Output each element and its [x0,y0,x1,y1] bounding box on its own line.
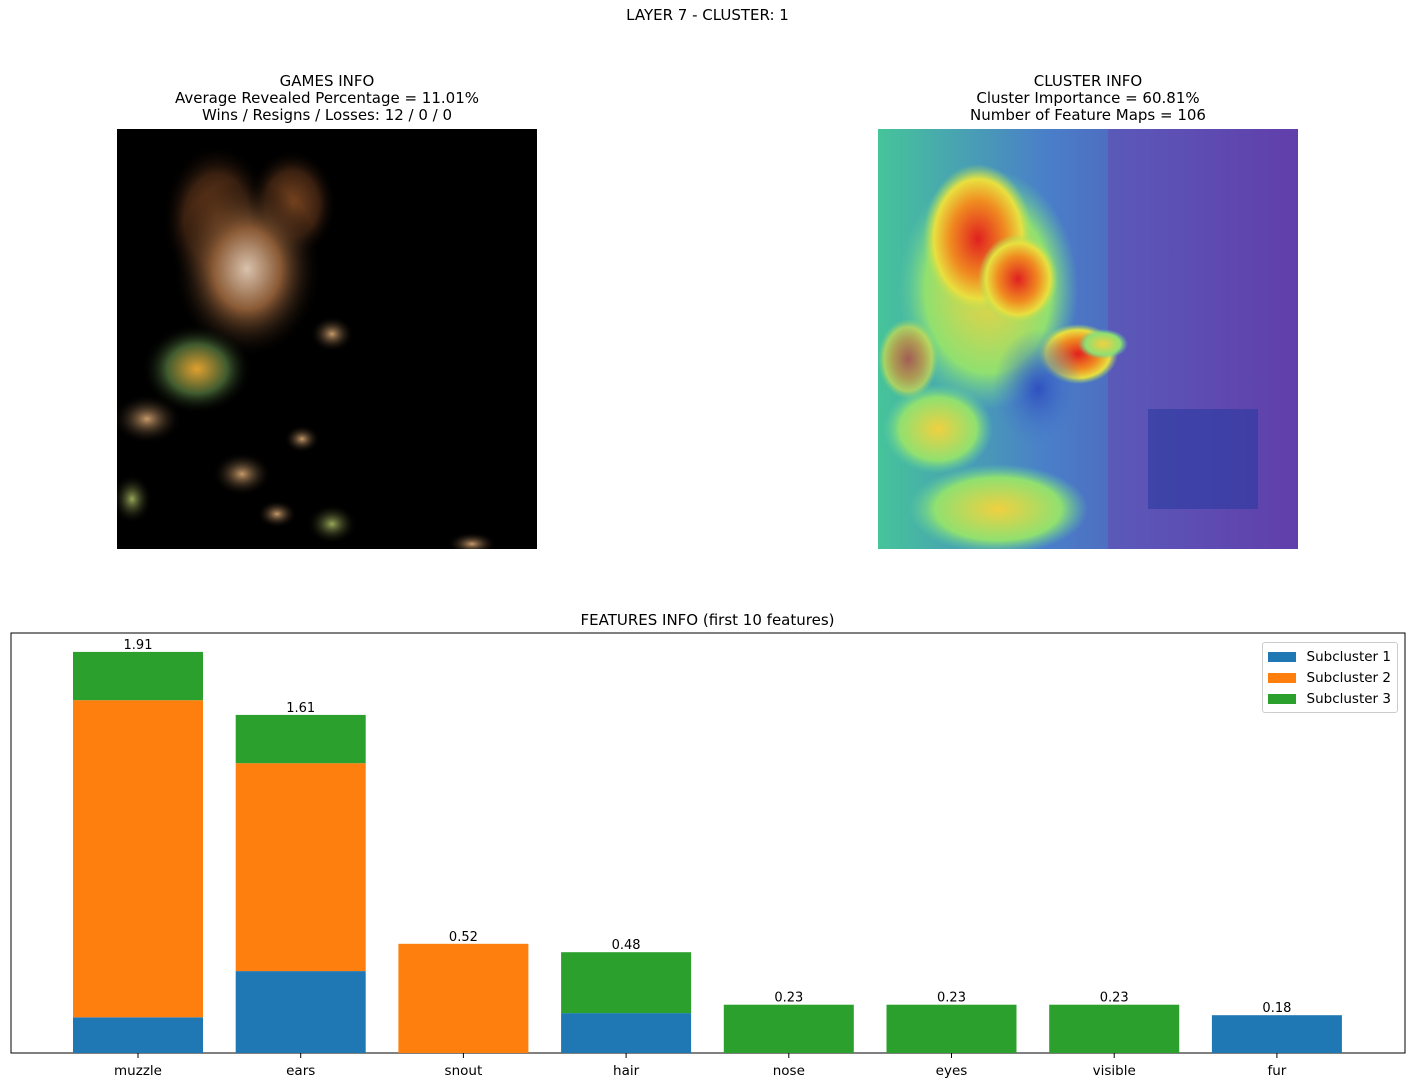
games-info-revealed: Average Revealed Percentage = 11.01% [174,89,479,107]
bar-total-label: 0.48 [612,938,641,953]
bar-total-label: 1.61 [286,701,315,716]
bar-snout-subcluster-2 [398,943,529,1053]
bar-total-label: 0.23 [937,991,966,1006]
x-tick-label: muzzle [114,1063,162,1079]
x-tick-label: hair [613,1063,640,1079]
masked-dog-image [117,129,537,549]
games-info-record: Wins / Resigns / Losses: 12 / 0 / 0 [201,106,453,124]
chart-legend: Subcluster 1 Subcluster 2 Subcluster 3 [1261,642,1398,713]
bar-ears-subcluster-1 [235,971,366,1053]
x-tick-label: nose [773,1063,805,1079]
x-tick-label: ears [286,1063,315,1079]
legend-label: Subcluster 2 [1306,669,1392,686]
legend-item-subcluster-3: Subcluster 3 [1267,688,1392,709]
x-tick-label: snout [445,1063,483,1079]
chart-title: FEATURES INFO (first 10 features) [580,611,835,629]
cluster-info-feature-maps: Number of Feature Maps = 106 [970,106,1206,124]
games-info-heading: GAMES INFO [279,72,375,90]
bar-hair-subcluster-1 [561,1013,692,1053]
figure-suptitle: LAYER 7 - CLUSTER: 1 [626,6,789,24]
bar-total-label: 0.52 [449,930,478,945]
bar-total-label: 0.23 [1100,991,1129,1006]
bar-total-label: 1.91 [124,638,153,653]
legend-item-subcluster-2: Subcluster 2 [1267,667,1392,688]
bar-visible-subcluster-3 [1049,1004,1180,1053]
cluster-info-heading: CLUSTER INFO [1033,72,1143,90]
bar-hair-subcluster-3 [561,952,692,1014]
bar-eyes-subcluster-3 [886,1004,1017,1053]
bar-muzzle-subcluster-1 [73,1017,203,1053]
bar-total-label: 0.23 [774,991,803,1006]
x-tick-label: visible [1093,1063,1136,1079]
legend-label: Subcluster 1 [1306,648,1392,665]
chart-plot-frame [10,632,1406,1054]
legend-swatch [1267,693,1296,704]
bar-muzzle-subcluster-3 [73,651,203,701]
cluster-info-title: CLUSTER INFO Cluster Importance = 60.81%… [878,73,1298,124]
bar-fur-subcluster-1 [1211,1015,1342,1053]
heatmap-dog-image [878,129,1298,549]
cluster-info-importance: Cluster Importance = 60.81% [976,89,1200,107]
legend-label: Subcluster 3 [1306,690,1392,707]
bar-total-label: 0.18 [1262,1001,1291,1016]
bar-nose-subcluster-3 [723,1004,854,1053]
bar-muzzle-subcluster-2 [73,700,203,1018]
x-tick-label: eyes [936,1063,968,1079]
legend-swatch [1267,672,1296,683]
legend-swatch [1267,651,1296,662]
games-info-title: GAMES INFO Average Revealed Percentage =… [117,73,537,124]
legend-item-subcluster-1: Subcluster 1 [1267,646,1392,667]
x-tick-label: fur [1267,1063,1286,1079]
bar-ears-subcluster-2 [235,763,366,972]
bar-ears-subcluster-3 [235,714,366,764]
